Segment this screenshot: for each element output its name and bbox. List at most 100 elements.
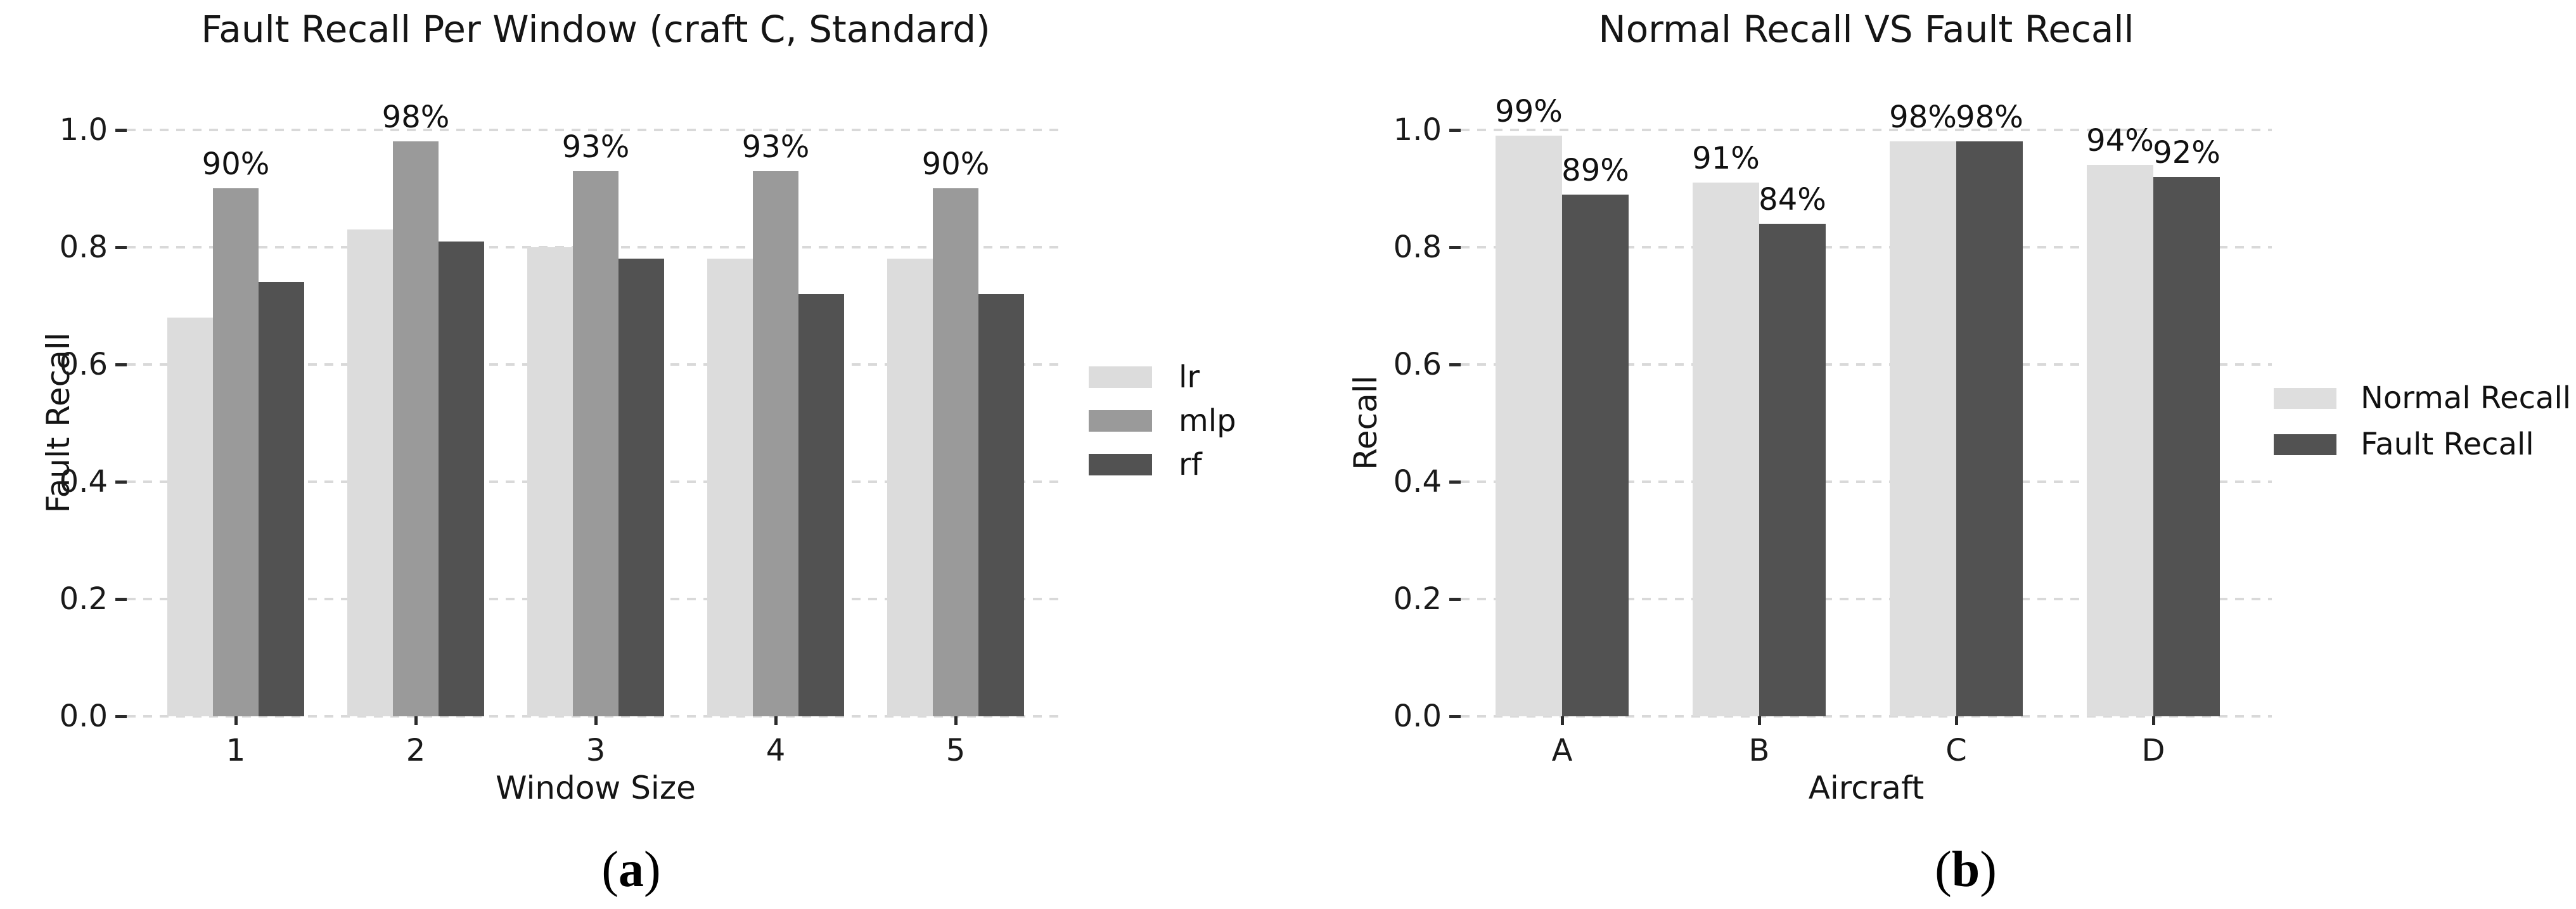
chart-b-gridline-1.0 [1461,129,2272,131]
bar-b-fault-recall-B [1759,224,1826,716]
caption-b-close-paren: ) [1980,842,1997,898]
caption-a: (a) [601,841,660,899]
bar-a-lr-3 [527,247,573,716]
chart-a-xtick-mark-2 [414,716,418,725]
bar-b-fault-recall-C [1956,141,2023,716]
chart-b-xtick-mark-B [1758,716,1761,725]
chart-a-ytick-label: 1.0 [59,112,108,148]
bar-b-fault-recall-A [1562,195,1629,716]
chart-b-gridline-0.6 [1461,363,2272,366]
chart-b-title: Normal Recall VS Fault Recall [1598,8,2134,51]
caption-b-letter: b [1951,842,1980,898]
chart-a-ytick-label: 0.8 [59,229,108,265]
bar-a-rf-1 [259,282,304,716]
bar-label-b-D: 92% [2153,135,2220,171]
bar-label-b-C: 98% [1889,100,1957,135]
chart-a-xtick-label: 1 [226,733,246,768]
chart-b-gridline-0.8 [1461,246,2272,248]
bar-b-normal-recall-B [1693,183,1759,716]
chart-b-xtick-mark-A [1561,716,1564,725]
bar-label-b-A: 89% [1561,153,1629,188]
bar-label-a-3: 93% [561,129,630,165]
bar-label-b-B: 84% [1759,182,1826,217]
legend-b-label: Normal Recall [2361,380,2572,416]
chart-b-ytick-label: 0.8 [1393,229,1442,265]
bar-label-b-B: 91% [1692,141,1760,176]
chart-a-xtick-label: 5 [945,733,966,768]
bar-label-b-A: 99% [1495,94,1563,129]
chart-a-xtick-label: 4 [766,733,786,768]
chart-a-ytick-label: 0.0 [59,699,108,734]
chart-a-ytick-mark-0.6 [115,363,127,366]
chart-b-ytick-mark-0.8 [1449,246,1461,249]
bar-b-normal-recall-D [2087,165,2153,716]
legend-b-label: Fault Recall [2361,427,2534,462]
bar-a-lr-2 [347,229,393,716]
bar-b-normal-recall-A [1496,136,1562,716]
chart-b-xtick-label: C [1945,733,1967,768]
chart-a-xtick-mark-3 [594,716,598,725]
legend-a-label: lr [1179,359,1200,395]
chart-a-ytick-mark-0.4 [115,480,127,484]
chart-a-ytick-label: 0.4 [59,464,108,500]
bar-a-lr-1 [167,318,213,716]
legend-b-swatch-fault-recall [2274,434,2336,455]
chart-b-ytick-label: 1.0 [1393,112,1442,148]
bar-a-lr-4 [707,259,753,716]
legend-b-swatch-normal-recall [2274,387,2336,409]
bar-label-b-D: 94% [2086,123,2154,158]
chart-a-ytick-label: 0.2 [59,581,108,617]
chart-b-ytick-label: 0.2 [1393,581,1442,617]
legend-a-swatch-rf [1089,454,1152,475]
chart-b-gridline-0.4 [1461,480,2272,483]
chart-b-ytick-mark-0.4 [1449,480,1461,484]
chart-b-ytick-mark-1.0 [1449,129,1461,132]
bar-a-rf-2 [439,242,484,716]
bar-b-normal-recall-C [1890,141,1956,716]
bar-label-a-2: 98% [381,100,450,135]
chart-b-ylabel: Recall [1347,375,1384,470]
chart-b-xtick-label: A [1551,733,1573,768]
chart-a-xtick-mark-4 [774,716,778,725]
chart-a-ytick-label: 0.6 [59,347,108,382]
bar-a-rf-3 [618,259,664,716]
chart-a-gridline-1.0 [127,129,1065,131]
bar-label-a-4: 93% [741,129,810,165]
chart-a-xlabel: Window Size [496,770,696,806]
chart-b-gridline-0.2 [1461,598,2272,600]
bar-label-a-1: 90% [202,146,270,182]
chart-b-xtick-label: B [1748,733,1770,768]
bar-a-rf-5 [978,294,1024,716]
caption-a-open-paren: ( [601,842,618,898]
chart-b-xtick-mark-C [1955,716,1958,725]
chart-b-gridline-0.0 [1461,715,2272,718]
bar-a-lr-5 [887,259,933,716]
chart-a-xtick-label: 2 [406,733,426,768]
chart-a-xtick-mark-5 [954,716,958,725]
chart-a-title: Fault Recall Per Window (craft C, Standa… [201,8,990,51]
bar-a-rf-4 [798,294,844,716]
chart-b-ytick-label: 0.6 [1393,347,1442,382]
chart-b-xtick-mark-D [2152,716,2155,725]
chart-a-ytick-mark-0.2 [115,598,127,601]
chart-b-xtick-label: D [2141,733,2165,768]
legend-a-label: rf [1179,447,1202,482]
legend-a-label: mlp [1179,403,1236,439]
bar-a-mlp-2 [393,141,439,716]
chart-b-ytick-mark-0.6 [1449,363,1461,366]
chart-b-ytick-label: 0.4 [1393,464,1442,500]
bar-a-mlp-1 [213,188,259,716]
chart-a-ytick-mark-1.0 [115,129,127,132]
bar-label-a-5: 90% [921,146,990,182]
chart-b-ytick-mark-0.0 [1449,715,1461,718]
chart-b-ytick-mark-0.2 [1449,598,1461,601]
bar-a-mlp-5 [933,188,978,716]
legend-a-swatch-mlp [1089,410,1152,432]
caption-b-open-paren: ( [1935,842,1952,898]
chart-a-ytick-mark-0.8 [115,246,127,249]
bar-a-mlp-4 [753,171,798,716]
bar-b-fault-recall-D [2153,177,2220,716]
caption-a-letter: a [618,842,644,898]
bar-label-b-C: 98% [1956,100,2023,135]
